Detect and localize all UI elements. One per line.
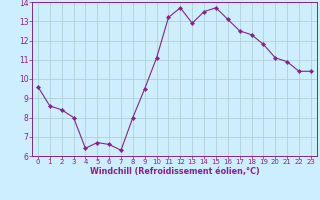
X-axis label: Windchill (Refroidissement éolien,°C): Windchill (Refroidissement éolien,°C) xyxy=(90,167,259,176)
